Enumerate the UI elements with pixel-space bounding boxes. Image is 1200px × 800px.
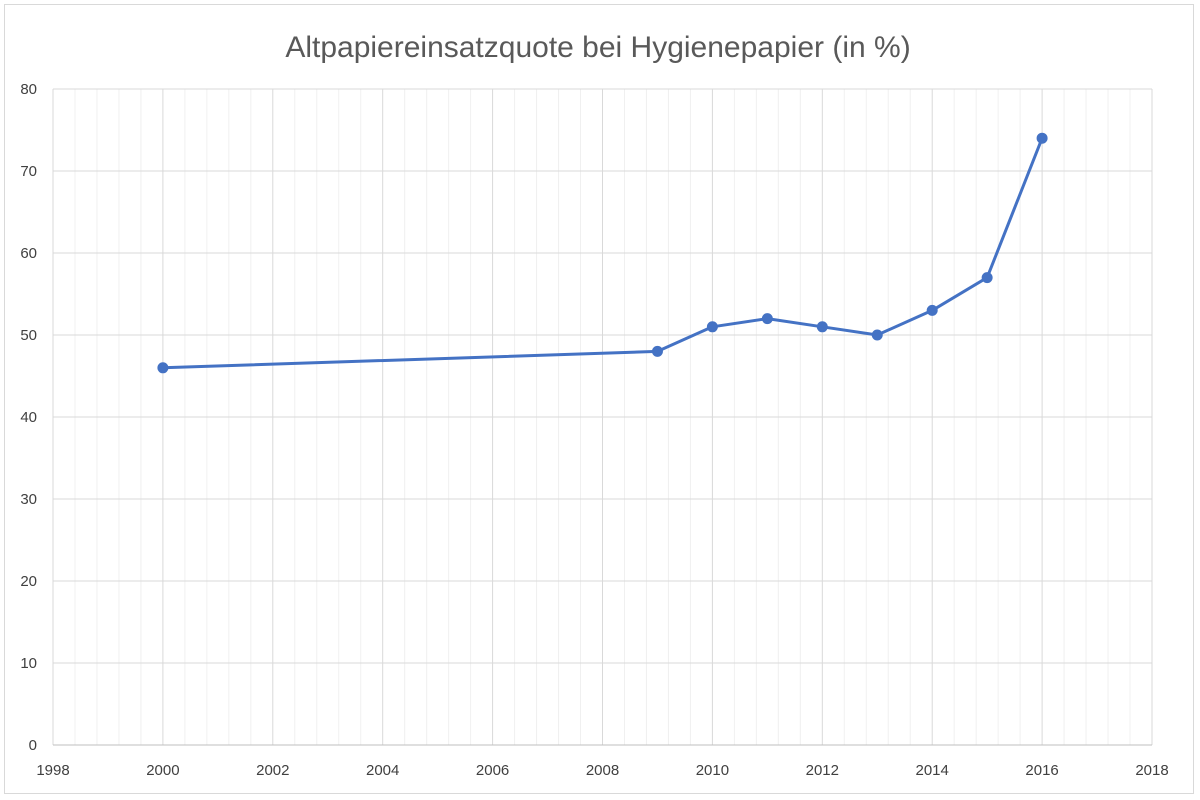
series-group [157, 132, 1048, 374]
y-tick-label: 40 [20, 409, 37, 426]
x-tick-label: 2000 [146, 762, 179, 779]
data-point [761, 313, 773, 325]
y-tick-label: 30 [20, 491, 37, 508]
data-point [926, 304, 938, 316]
data-point [871, 329, 883, 341]
y-tick-label: 50 [20, 327, 37, 344]
x-tick-label: 2018 [1135, 762, 1168, 779]
x-tick-label: 2012 [806, 762, 839, 779]
chart-frame [4, 4, 1194, 794]
x-tick-label: 2004 [366, 762, 399, 779]
x-tick-label: 1998 [36, 762, 69, 779]
major-grid [52, 88, 1153, 746]
x-tick-label: 2014 [916, 762, 949, 779]
y-tick-label: 60 [20, 245, 37, 262]
x-tick-label: 2002 [256, 762, 289, 779]
data-point [651, 345, 663, 357]
y-tick-label: 80 [20, 81, 37, 98]
y-tick-label: 10 [20, 655, 37, 672]
data-point [157, 362, 169, 374]
y-tick-label: 0 [29, 737, 37, 754]
x-tick-labels: 1998 2000 2002 2004 2006 2008 2010 2012 2014 2016… [36, 762, 1168, 779]
x-tick-label: 2008 [586, 762, 619, 779]
y-tick-label: 70 [20, 163, 37, 180]
chart-title: Altpapiereinsatzquote bei Hygienepapier … [285, 31, 910, 64]
x-tick-label: 2006 [476, 762, 509, 779]
x-tick-label: 2016 [1025, 762, 1058, 779]
y-tick-labels: 0 10 20 30 40 50 60 70 80 [20, 81, 37, 754]
y-tick-label: 20 [20, 573, 37, 590]
x-tick-label: 2010 [696, 762, 729, 779]
data-point [816, 321, 828, 333]
data-point [706, 321, 718, 333]
data-point [1036, 132, 1048, 144]
data-point [981, 272, 993, 284]
